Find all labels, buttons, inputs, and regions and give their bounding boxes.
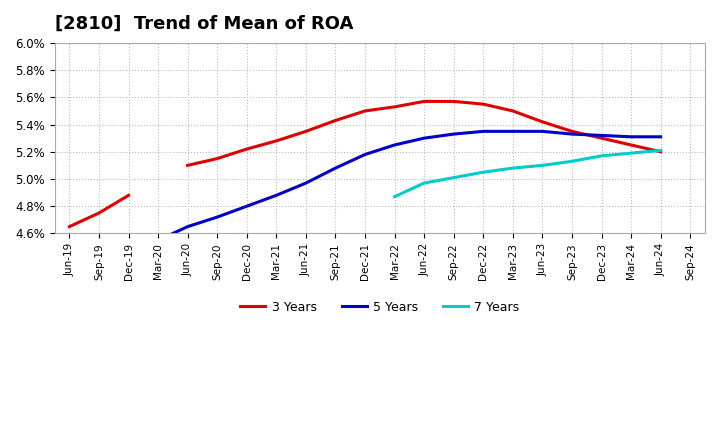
7 Years (597, 153, 606, 158)
5 Years (508, 129, 517, 134)
5 Years (538, 129, 546, 134)
7 Years (420, 180, 428, 186)
5 Years (213, 214, 222, 220)
7 Years (508, 165, 517, 171)
7 Years (479, 169, 487, 175)
5 Years (154, 238, 163, 243)
3 Years (124, 193, 132, 198)
5 Years (597, 133, 606, 138)
3 Years (65, 224, 73, 229)
7 Years (390, 194, 399, 199)
5 Years (390, 142, 399, 147)
5 Years (567, 132, 576, 137)
5 Years (184, 224, 192, 229)
5 Years (479, 129, 487, 134)
7 Years (627, 150, 636, 156)
7 Years (567, 159, 576, 164)
5 Years (657, 134, 665, 139)
7 Years (657, 148, 665, 153)
Text: [2810]  Trend of Mean of ROA: [2810] Trend of Mean of ROA (55, 15, 353, 33)
Legend: 3 Years, 5 Years, 7 Years: 3 Years, 5 Years, 7 Years (235, 296, 524, 319)
7 Years (449, 175, 458, 180)
5 Years (449, 132, 458, 137)
5 Years (272, 193, 281, 198)
5 Years (627, 134, 636, 139)
5 Years (331, 165, 340, 171)
3 Years (94, 210, 103, 216)
Line: 5 Years: 5 Years (158, 132, 661, 240)
5 Years (243, 204, 251, 209)
5 Years (420, 136, 428, 141)
5 Years (361, 152, 369, 157)
5 Years (302, 180, 310, 186)
7 Years (538, 163, 546, 168)
Line: 7 Years: 7 Years (395, 150, 661, 197)
Line: 3 Years: 3 Years (69, 195, 128, 227)
